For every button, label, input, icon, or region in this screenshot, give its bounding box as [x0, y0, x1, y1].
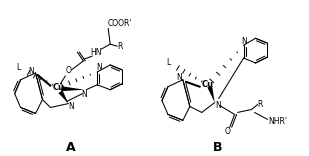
Text: N: N: [242, 37, 248, 46]
Text: B: B: [213, 141, 222, 154]
Polygon shape: [207, 86, 215, 102]
Text: A: A: [66, 141, 75, 154]
Text: Cu: Cu: [52, 83, 65, 92]
Text: R: R: [257, 100, 262, 109]
Text: N: N: [69, 102, 74, 111]
Text: N: N: [176, 73, 182, 82]
Text: COOR': COOR': [108, 19, 132, 28]
Polygon shape: [58, 90, 68, 104]
Text: N: N: [215, 101, 221, 110]
Text: Cu: Cu: [202, 80, 214, 89]
Polygon shape: [61, 86, 84, 91]
Text: N: N: [96, 63, 102, 72]
Text: NHR': NHR': [268, 117, 287, 126]
Text: N: N: [82, 90, 87, 99]
Text: R: R: [117, 42, 123, 51]
Text: N: N: [29, 67, 34, 76]
Text: HN: HN: [91, 48, 102, 57]
Text: O: O: [66, 66, 71, 75]
Text: O: O: [225, 127, 231, 136]
Text: L: L: [166, 58, 170, 68]
Text: L: L: [16, 63, 21, 72]
